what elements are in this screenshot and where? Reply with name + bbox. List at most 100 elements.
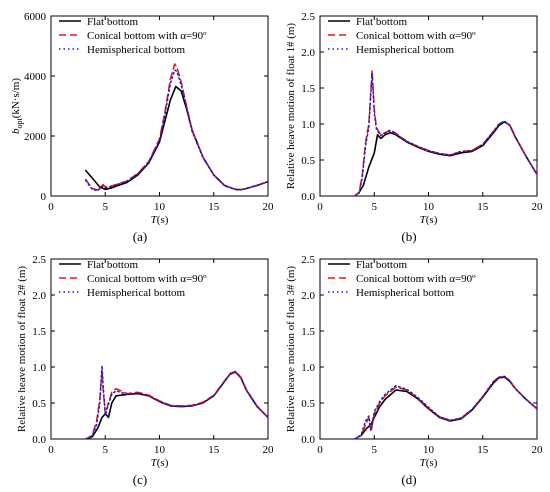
legend-label: Hemispherical bottom [356,287,455,299]
x-tick-label: 20 [263,201,275,213]
y-tick-label: 0.0 [32,434,46,446]
y-tick-label: 0.0 [301,191,315,203]
series-line-hemispherical [353,72,537,196]
x-tick-label: 0 [48,201,54,213]
legend-label: Hemispherical bottom [87,287,186,299]
legend-label: Conical bottom with α=90º [356,273,476,285]
y-tick-label: 2.0 [301,290,315,302]
y-tick-label: 0.5 [301,398,315,410]
plot-frame [319,258,538,440]
x-tick-label: 10 [423,444,435,456]
x-axis-label: T(s) [420,214,438,226]
panel-caption: (c) [133,472,147,487]
y-tick-label: 1.5 [32,326,46,338]
x-axis-label-symbol: T [151,457,158,469]
x-tick-label: 15 [208,201,220,213]
x-tick-label: 15 [477,201,489,213]
x-axis-label-unit: (s) [157,457,169,469]
y-tick-label: 6000 [24,11,47,23]
series-group [353,69,537,196]
series-line-hemispherical [353,375,537,439]
legend: Flat bottom Conical bottom with α=90º Hemi… [59,259,207,299]
x-axis-label-unit: (s) [157,214,169,226]
y-tick-label: 2.5 [301,254,315,266]
panel-caption: (b) [401,229,416,244]
series-line-hemispherical [84,364,268,439]
y-tick-label: 1.5 [301,83,315,95]
y-axis-label-symbol: b [10,128,22,134]
x-axis-label-unit: (s) [426,214,438,226]
y-axis-label: Relative heave motion of float 1# (m) [285,23,297,190]
x-tick-label: 5 [103,444,109,456]
y-tick-label: 1.5 [301,326,315,338]
y-tick-label: 0.5 [32,398,46,410]
y-axis-label-unit: (kN·s/m) [10,78,22,119]
series-line-conical [353,69,537,196]
panel-caption: (a) [133,229,147,244]
legend-label: Conical bottom with α=90º [356,30,476,42]
x-tick-label: 5 [372,444,378,456]
panel-caption: (d) [401,472,416,487]
x-tick-label: 5 [103,201,109,213]
series-line-hemispherical [84,69,268,192]
series-group [84,364,268,439]
x-axis-label: T(s) [151,457,169,469]
legend-label: Flat bottom [87,16,138,28]
legend-label: Hemispherical bottom [356,44,455,56]
x-tick-label: 0 [48,444,54,456]
x-axis-label-symbol: T [420,457,427,469]
panel-d: 0 5 10 15 20 0.0 0.5 1.0 1.5 2.0 2.5 T(s) Relative h… [285,254,543,487]
legend: Flat bottom Conical bottom with α=90º Hemi… [328,16,476,56]
panel-a: 0 5 10 15 20 0 2000 4000 6000 T(s) bopt(kN·s/m) Fla… [10,11,274,244]
y-tick-label: 2.0 [301,47,315,59]
x-tick-label: 10 [423,201,435,213]
legend-label: Conical bottom with α=90º [87,273,207,285]
x-tick-label: 20 [532,444,544,456]
legend: Flat bottom Conical bottom with α=90º Hemi… [59,16,207,56]
y-tick-label: 2.5 [32,254,46,266]
legend-label: Conical bottom with α=90º [87,30,207,42]
x-axis-label-symbol: T [420,214,427,226]
x-tick-label: 5 [372,201,378,213]
series-group [84,63,268,192]
x-tick-label: 20 [532,201,544,213]
y-tick-label: 2.0 [32,290,46,302]
legend-label: Hemispherical bottom [87,44,186,56]
x-axis-label: T(s) [151,214,169,226]
y-tick-label: 0.5 [301,155,315,167]
series-group [353,375,537,439]
x-axis-label: T(s) [420,457,438,469]
y-tick-label: 0.0 [301,434,315,446]
plot-frame [50,258,269,440]
y-axis-label: Relative heave motion of float 3# (m) [285,266,297,433]
x-tick-label: 0 [317,444,323,456]
y-tick-label: 2.5 [301,11,315,23]
y-axis-label: bopt(kN·s/m) [10,78,24,134]
x-tick-label: 10 [154,444,166,456]
y-tick-label: 0 [41,191,47,203]
legend: Flat bottom Conical bottom with α=90º Hemi… [328,259,476,299]
legend-label: Flat bottom [356,259,407,271]
series-line-flat [84,85,268,191]
y-tick-label: 1.0 [301,119,315,131]
y-axis-label: Relative heave motion of float 2# (m) [16,266,28,433]
series-line-conical [353,375,537,439]
plot-frame [50,15,269,197]
y-tick-label: 4000 [24,71,47,83]
y-tick-label: 2000 [24,131,47,143]
plot-frame [319,15,538,197]
x-tick-label: 15 [477,444,489,456]
series-line-conical [84,369,268,439]
x-tick-label: 10 [154,201,166,213]
panel-b: 0 5 10 15 20 0.0 0.5 1.0 1.5 2.0 2.5 T(s) Relative h… [285,11,543,244]
legend-label: Flat bottom [87,259,138,271]
y-tick-label: 1.0 [301,362,315,374]
legend-label: Flat bottom [356,16,407,28]
x-tick-label: 15 [208,444,220,456]
series-line-flat [353,121,537,196]
y-axis-label-subscript: opt [15,118,24,129]
x-axis-label-unit: (s) [426,457,438,469]
x-tick-label: 20 [263,444,275,456]
series-line-conical [84,63,268,191]
